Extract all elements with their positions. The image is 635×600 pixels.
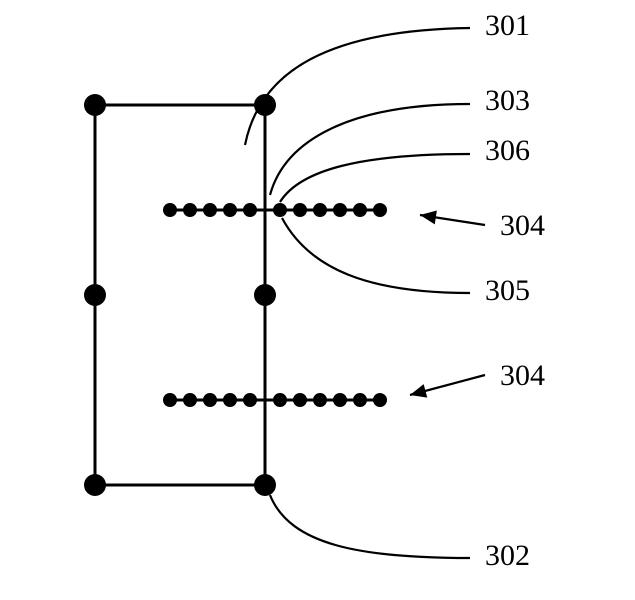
comb-node-1-1 bbox=[183, 393, 197, 407]
comb-node-0-6 bbox=[293, 203, 307, 217]
comb-node-1-9 bbox=[353, 393, 367, 407]
label-304b: 304 bbox=[500, 359, 545, 392]
comb-node-0-3 bbox=[223, 203, 237, 217]
comb-node-1-8 bbox=[333, 393, 347, 407]
comb-node-0-8 bbox=[333, 203, 347, 217]
comb-node-0-4 bbox=[243, 203, 257, 217]
label-305: 305 bbox=[485, 274, 530, 307]
comb-node-1-4 bbox=[243, 393, 257, 407]
comb-node-1-10 bbox=[373, 393, 387, 407]
large-node-2 bbox=[84, 284, 106, 306]
comb-node-0-10 bbox=[373, 203, 387, 217]
comb-node-1-7 bbox=[313, 393, 327, 407]
comb-node-0-7 bbox=[313, 203, 327, 217]
label-301: 301 bbox=[485, 9, 530, 42]
comb-node-0-1 bbox=[183, 203, 197, 217]
comb-node-0-9 bbox=[353, 203, 367, 217]
comb-node-0-2 bbox=[203, 203, 217, 217]
comb-node-1-2 bbox=[203, 393, 217, 407]
comb-node-0-0 bbox=[163, 203, 177, 217]
label-302: 302 bbox=[485, 539, 530, 572]
label-304a: 304 bbox=[500, 209, 545, 242]
comb-node-1-3 bbox=[223, 393, 237, 407]
comb-node-1-0 bbox=[163, 393, 177, 407]
comb-node-1-6 bbox=[293, 393, 307, 407]
large-node-3 bbox=[254, 284, 276, 306]
large-node-4 bbox=[84, 474, 106, 496]
large-node-0 bbox=[84, 94, 106, 116]
comb-node-1-5 bbox=[273, 393, 287, 407]
label-306: 306 bbox=[485, 134, 530, 167]
comb-node-0-5 bbox=[273, 203, 287, 217]
large-node-5 bbox=[254, 474, 276, 496]
label-303: 303 bbox=[485, 84, 530, 117]
